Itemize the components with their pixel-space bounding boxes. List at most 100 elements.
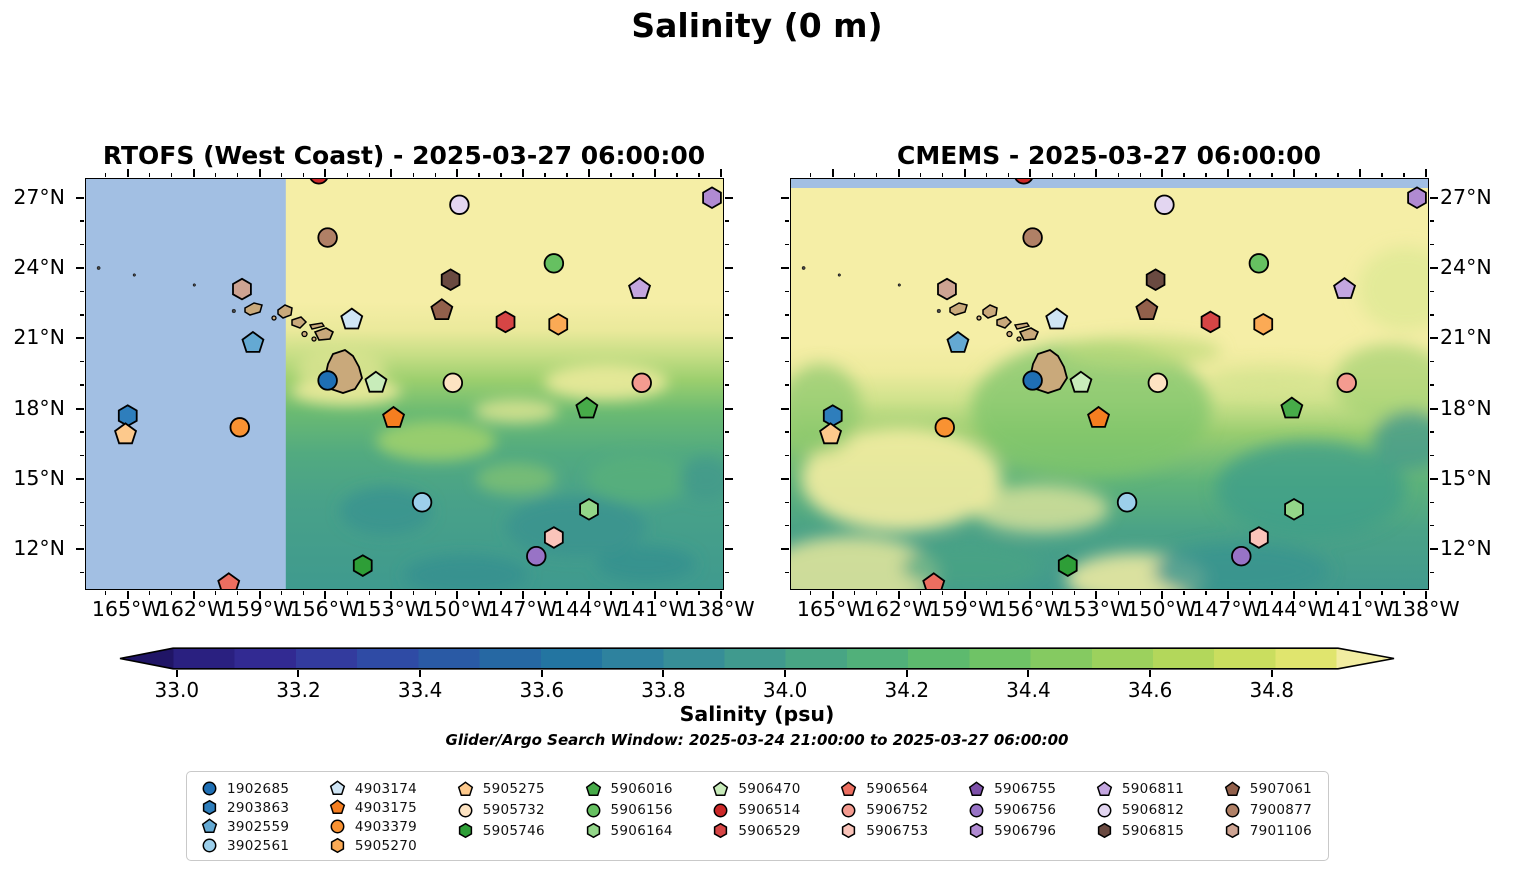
float-marker-7900877 <box>1225 803 1240 818</box>
axis-tick <box>1315 590 1317 596</box>
colorbar-gradient <box>119 647 1395 670</box>
legend-item-5906756: 5906756 <box>968 800 1056 821</box>
legend-float-id: 1902685 <box>227 780 290 797</box>
axis-tick <box>1429 525 1435 527</box>
legend-item-5905275: 5905275 <box>457 779 545 800</box>
axis-tick <box>236 172 239 178</box>
axis-tick <box>1358 169 1361 178</box>
axis-tick <box>412 172 414 178</box>
float-marker-4903174 <box>340 307 364 330</box>
colorbar-tick <box>419 670 422 677</box>
float-marker-5906753 <box>1248 526 1269 549</box>
axis-tick <box>1429 220 1435 222</box>
axis-tick <box>784 384 790 386</box>
island <box>982 304 998 319</box>
colorbar-tick-label: 34.0 <box>762 678 808 702</box>
float-marker-2903863 <box>202 799 217 816</box>
axis-tick <box>724 337 733 340</box>
float-marker-5906164 <box>1284 497 1304 521</box>
legend-float-id: 3902561 <box>227 837 290 854</box>
float-marker-5907061 <box>430 298 454 321</box>
lat-tick-label: 27°N <box>13 184 65 209</box>
colorbar-tick <box>175 670 178 677</box>
float-marker-5906796 <box>1407 186 1427 210</box>
float-marker-7900877 <box>317 227 338 248</box>
float-marker-5906529 <box>714 823 728 839</box>
axis-tick <box>1337 590 1339 596</box>
axis-tick <box>214 590 217 596</box>
axis-tick <box>1429 314 1435 316</box>
legend-float-id: 5905746 <box>482 822 545 839</box>
axis-tick <box>1073 590 1076 596</box>
axis-tick <box>724 290 730 293</box>
axis-tick <box>919 590 922 596</box>
cmems-lon-labels: 165°W 162°W 159°W 156°W 153°W 150°W 147°W 144°W… <box>790 597 1460 623</box>
axis-tick <box>985 172 988 178</box>
float-marker-4903174 <box>1045 307 1069 330</box>
float-marker-7901106 <box>1225 823 1239 839</box>
legend-item-5906529: 5906529 <box>712 821 800 842</box>
float-marker-5906470 <box>713 781 729 796</box>
axis-tick <box>434 590 436 596</box>
axis-tick <box>781 477 790 480</box>
colorbar-tick-label: 34.6 <box>1127 678 1173 702</box>
axis-tick <box>1073 172 1076 178</box>
island <box>949 302 968 316</box>
axis-tick <box>854 590 856 596</box>
axis-tick <box>79 314 85 316</box>
float-marker-3902559 <box>241 330 265 353</box>
lat-tick-label: 15°N <box>1440 465 1492 490</box>
axis-tick <box>79 220 85 222</box>
legend-column: 4903174 4903175 4903379 5905270 <box>329 779 417 855</box>
island <box>897 283 901 287</box>
axis-tick <box>963 169 966 178</box>
axis-tick <box>1315 172 1317 178</box>
legend-item-5905270: 5905270 <box>329 836 417 855</box>
float-marker-5906514 <box>309 179 328 185</box>
legend-item-7900877: 7900877 <box>1224 800 1312 821</box>
legend-float-id: 5906811 <box>1121 781 1185 798</box>
legend-item-5905746: 5905746 <box>457 821 545 842</box>
legend-column: 5907061 7900877 7901106 <box>1224 779 1312 855</box>
axis-tick <box>1095 169 1098 178</box>
axis-tick <box>566 590 568 596</box>
legend-item-4903174: 4903174 <box>329 779 417 798</box>
axis-tick <box>653 169 656 178</box>
float-marker-5906164 <box>586 823 600 839</box>
colorbar-tick <box>1027 670 1030 677</box>
legend-item-7901106: 7901106 <box>1224 821 1312 842</box>
axis-tick <box>544 172 546 178</box>
float-marker-5906016 <box>585 781 601 796</box>
float-marker-5905732 <box>458 803 473 818</box>
axis-tick <box>1271 590 1273 596</box>
float-marker-5906470 <box>1069 370 1093 393</box>
float-marker-4903175 <box>1087 405 1111 428</box>
lat-tick-label: 18°N <box>1440 395 1492 420</box>
float-marker-5905746 <box>1057 554 1078 577</box>
axis-tick <box>854 172 856 178</box>
axis-tick <box>79 525 85 527</box>
circle-marker-icon <box>330 819 345 834</box>
lat-tick-label: 12°N <box>13 536 65 561</box>
lon-tick-label: 144°W <box>1258 597 1328 621</box>
axis-tick <box>1029 169 1032 178</box>
cmems-float-markers <box>819 179 1427 589</box>
axis-tick <box>1424 169 1427 178</box>
float-marker-5906156 <box>586 803 600 818</box>
island <box>976 315 982 321</box>
pentagon-marker-icon <box>329 799 346 815</box>
colorbar-tick <box>1149 670 1152 677</box>
float-marker-5905732 <box>442 372 464 394</box>
axis-tick <box>781 267 790 270</box>
axis-tick <box>1429 407 1438 410</box>
legend-item-5906564: 5906564 <box>840 779 928 800</box>
colorbar-tick <box>540 670 543 677</box>
float-marker-5905275 <box>114 422 138 445</box>
colorbar-tick-label: 34.4 <box>1006 678 1051 702</box>
cmems-no-data-strip <box>791 179 1428 188</box>
legend-item-5906812: 5906812 <box>1096 800 1184 821</box>
float-marker-5905275 <box>819 422 843 445</box>
float-marker-5906564 <box>841 781 857 796</box>
circle-marker-icon <box>713 803 728 818</box>
float-marker-5906812 <box>449 194 470 215</box>
